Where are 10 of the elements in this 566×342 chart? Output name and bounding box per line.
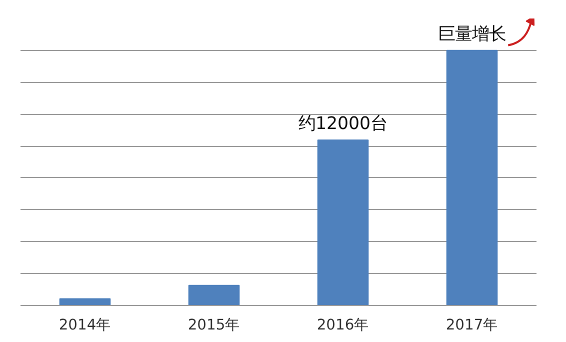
data-label: 约12000台: [298, 114, 388, 134]
bar: [446, 50, 498, 306]
bar: [317, 140, 369, 306]
bar: [188, 284, 240, 306]
x-tick-label: 2017年: [446, 316, 498, 334]
x-tick-label: 2015年: [188, 316, 240, 334]
annotation: 巨量增长: [438, 24, 506, 44]
x-tick-label: 2014年: [58, 316, 112, 334]
bar: [59, 298, 111, 306]
x-tick-label: 2016年: [316, 316, 370, 334]
